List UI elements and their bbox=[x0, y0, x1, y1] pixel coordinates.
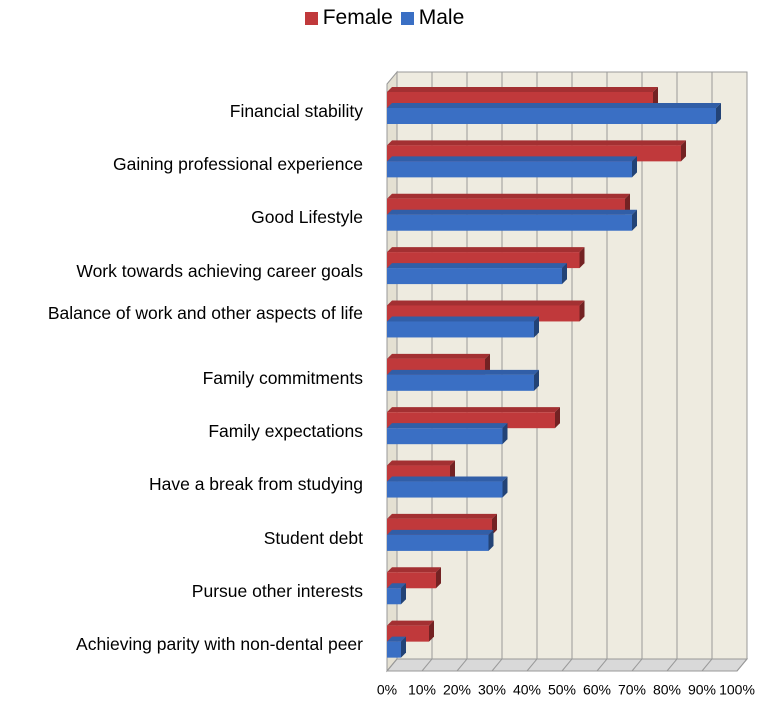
legend-label: Female bbox=[322, 6, 393, 29]
bar-side bbox=[716, 103, 721, 124]
bar-top bbox=[387, 476, 508, 482]
bar-top bbox=[387, 103, 721, 108]
bar-side bbox=[681, 140, 686, 162]
bar bbox=[387, 641, 401, 658]
bar bbox=[387, 534, 489, 551]
x-tick-label: 20% bbox=[443, 682, 471, 698]
bar bbox=[387, 428, 503, 445]
bar-top bbox=[387, 316, 539, 322]
bar-side bbox=[579, 300, 585, 322]
bar-top bbox=[387, 636, 406, 642]
bar-side bbox=[632, 156, 637, 178]
grid-line bbox=[736, 72, 748, 672]
bar-top bbox=[387, 369, 539, 375]
bar-side bbox=[401, 583, 406, 605]
bar bbox=[387, 321, 534, 338]
bar-side bbox=[632, 209, 637, 231]
legend: Female Male bbox=[0, 6, 769, 31]
category-label: Balance of work and other aspects of lif… bbox=[47, 303, 363, 324]
bar-top bbox=[387, 513, 497, 519]
x-tick-label: 60% bbox=[583, 682, 611, 698]
category-label: Pursue other interests bbox=[191, 580, 363, 601]
category-label: Family commitments bbox=[202, 367, 363, 388]
bar-top bbox=[387, 567, 441, 573]
bar-side bbox=[555, 407, 560, 429]
bar bbox=[387, 214, 632, 231]
x-tick-label: 40% bbox=[513, 682, 541, 698]
bar-side bbox=[534, 369, 539, 391]
grid-line bbox=[631, 72, 643, 672]
bar-top bbox=[387, 156, 637, 162]
category-label: Good Lifestyle bbox=[251, 207, 363, 228]
bar-top bbox=[387, 140, 686, 146]
legend-item: Male bbox=[400, 6, 465, 30]
bar-top bbox=[387, 353, 490, 359]
x-tick-label: 0% bbox=[377, 682, 397, 698]
bar-top bbox=[387, 300, 585, 306]
x-tick-label: 70% bbox=[618, 682, 646, 698]
bar-top bbox=[387, 620, 434, 626]
category-label: Have a break from studying bbox=[149, 474, 363, 495]
bar bbox=[387, 374, 534, 391]
bar-top bbox=[387, 529, 494, 535]
bar-side bbox=[436, 567, 441, 589]
bar bbox=[387, 108, 716, 124]
grid-line bbox=[701, 72, 713, 672]
legend-label: Male bbox=[418, 6, 465, 29]
bar-side bbox=[502, 476, 508, 498]
bar-side bbox=[450, 460, 455, 482]
bar-top bbox=[387, 423, 508, 429]
bar-top bbox=[387, 209, 637, 215]
bar-side bbox=[562, 263, 567, 285]
bar-top bbox=[387, 263, 567, 269]
category-label: Work towards achieving career goals bbox=[76, 260, 363, 281]
bar-top bbox=[387, 247, 585, 253]
bar-top bbox=[387, 583, 406, 589]
category-label: Financial stability bbox=[229, 100, 363, 121]
bar-side bbox=[488, 529, 494, 551]
bar-side bbox=[625, 193, 630, 215]
x-tick-label: 50% bbox=[548, 682, 576, 698]
grid-line bbox=[596, 72, 608, 672]
bar-side bbox=[653, 87, 658, 108]
x-tick-label: 90% bbox=[688, 682, 716, 698]
bar-side bbox=[401, 636, 406, 658]
bar-side bbox=[502, 423, 508, 445]
bar bbox=[387, 161, 632, 178]
category-label: Student debt bbox=[263, 527, 363, 548]
bar bbox=[387, 588, 401, 605]
bar-top bbox=[387, 193, 630, 199]
category-label: Family expectations bbox=[208, 420, 363, 441]
category-label: Gaining professional experience bbox=[112, 154, 363, 175]
bar-side bbox=[492, 513, 497, 535]
bar bbox=[387, 481, 503, 498]
legend-swatch bbox=[400, 11, 414, 25]
category-label: Achieving parity with non-dental peer bbox=[76, 634, 363, 655]
bar-top bbox=[387, 87, 658, 92]
bar-side bbox=[429, 620, 434, 642]
bar bbox=[387, 268, 562, 285]
x-tick-label: 80% bbox=[653, 682, 681, 698]
bar-top bbox=[387, 407, 560, 413]
x-tick-label: 30% bbox=[478, 682, 506, 698]
legend-item: Female bbox=[304, 6, 393, 30]
bar-top bbox=[387, 460, 455, 466]
grid-line bbox=[666, 72, 678, 672]
x-tick-label: 10% bbox=[408, 682, 436, 698]
x-tick-label: 100% bbox=[719, 682, 755, 698]
bar-side bbox=[579, 247, 585, 269]
bar-side bbox=[485, 353, 490, 375]
bar-side bbox=[534, 316, 539, 338]
legend-swatch bbox=[304, 11, 318, 25]
